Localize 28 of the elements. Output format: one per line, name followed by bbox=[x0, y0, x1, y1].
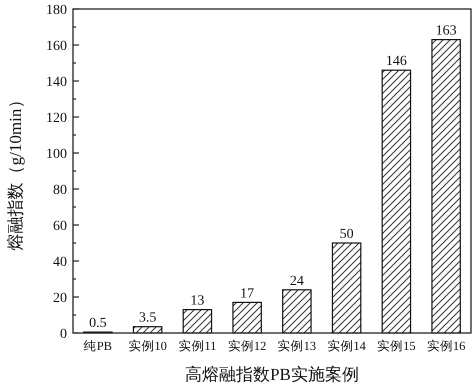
y-tick-label: 160 bbox=[46, 39, 67, 54]
data-label: 50 bbox=[340, 227, 354, 242]
data-label: 13 bbox=[190, 294, 204, 309]
x-tick-label: 纯PB bbox=[84, 339, 112, 353]
x-tick-label: 实例13 bbox=[278, 339, 316, 353]
x-tick-label: 实例16 bbox=[426, 339, 466, 353]
y-axis-title: 熔融指数（g/10min） bbox=[6, 92, 25, 250]
x-axis-title: 高熔融指数PB实施案例 bbox=[185, 365, 359, 384]
y-tick-label: 20 bbox=[53, 291, 67, 306]
y-tick-label: 40 bbox=[53, 255, 67, 270]
y-tick-label: 180 bbox=[46, 3, 67, 18]
data-label: 146 bbox=[386, 54, 407, 70]
y-tick-label: 100 bbox=[46, 147, 67, 162]
data-label: 17 bbox=[240, 286, 254, 302]
data-label: 163 bbox=[436, 24, 457, 39]
x-tick-label: 实例15 bbox=[377, 339, 416, 353]
y-tick-label: 120 bbox=[46, 111, 67, 126]
x-tick-label: 实例10 bbox=[128, 339, 167, 353]
data-label: 24 bbox=[290, 274, 304, 289]
data-label: 3.5 bbox=[138, 310, 156, 326]
y-tick-label: 140 bbox=[46, 75, 67, 90]
x-tick-label: 实例11 bbox=[178, 339, 216, 353]
x-tick-label: 实例14 bbox=[327, 339, 367, 353]
y-tick-label: 0 bbox=[60, 327, 67, 342]
data-label: 0.5 bbox=[89, 316, 107, 332]
y-tick-label: 60 bbox=[53, 219, 67, 234]
x-tick-label: 实例12 bbox=[228, 339, 266, 353]
y-tick-label: 80 bbox=[53, 183, 67, 198]
